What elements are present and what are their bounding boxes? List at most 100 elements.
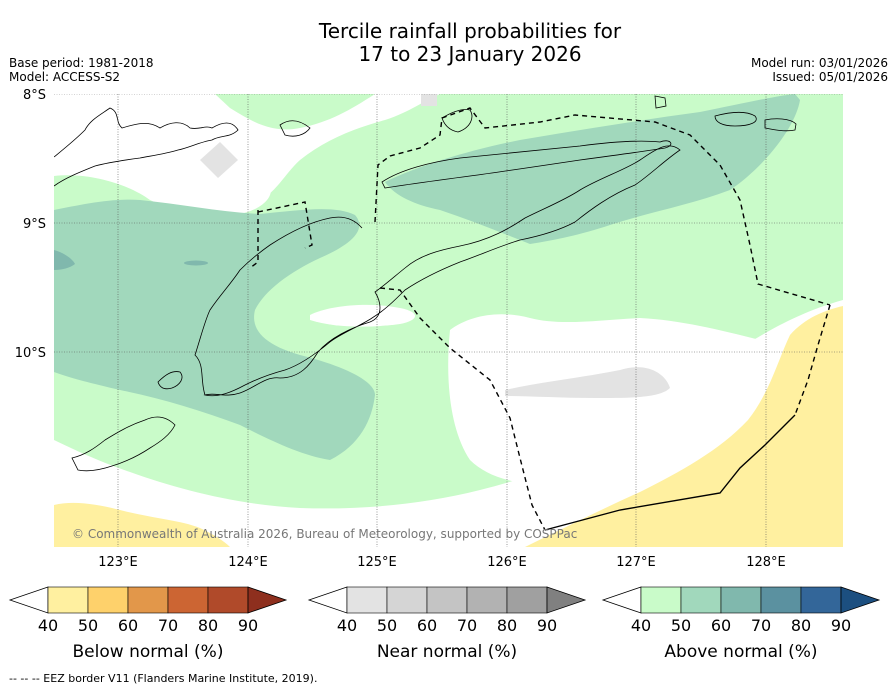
rote-island-coast <box>157 371 183 390</box>
colorbar-1-label: Near normal (%) <box>377 642 517 662</box>
colorbar-2-tick-5: 90 <box>831 616 851 635</box>
above-normal-40-region-north <box>215 94 375 130</box>
colorbar-1-segment-4 <box>506 586 548 614</box>
above-normal-60-patch-small <box>184 260 208 266</box>
base-period: Base period: 1981-2018 <box>9 56 154 70</box>
timor-west-coast <box>194 216 363 396</box>
colorbar-2-tick-0: 40 <box>631 616 651 635</box>
colorbar-2-tick-1: 50 <box>671 616 691 635</box>
colorbar-0-tick-0: 40 <box>38 616 58 635</box>
wetar-island-coast <box>381 140 672 189</box>
eez-timor-leste-outline <box>249 210 259 269</box>
near-normal-40-patch-north <box>200 142 238 178</box>
near-normal-40-patch-top <box>421 94 437 106</box>
title-line-1: Tercile rainfall probabilities for <box>318 19 622 43</box>
lat-label-8s: 8°S <box>23 88 46 103</box>
islands-northeast-3 <box>764 118 797 132</box>
sumba-savu-coast <box>71 416 176 472</box>
below-normal-40-region-southwest <box>54 502 230 547</box>
lat-label-9s: 9°S <box>23 217 46 232</box>
colorbar-0-tick-2: 60 <box>118 616 138 635</box>
eez-solid-segment <box>544 414 796 531</box>
islands-northeast-2 <box>714 111 757 127</box>
colorbar-0: 40 50 60 70 80 90 Below normal (%) <box>8 586 288 662</box>
eez-main <box>374 107 831 306</box>
near-normal-40-region <box>505 367 670 398</box>
copyright-notice: © Commonwealth of Australia 2026, Bureau… <box>72 527 577 541</box>
colorbar-1-tick-2: 60 <box>417 616 437 635</box>
colorbar-1-segment-0 <box>346 586 388 614</box>
white-gap-center <box>310 304 415 327</box>
model-info: Base period: 1981-2018 Model: ACCESS-S2 <box>9 56 154 84</box>
footnote: -- -- -- EEZ border V11 (Flanders Marine… <box>9 672 318 685</box>
above-normal-60-patch-west <box>54 250 75 270</box>
alor-island-coast <box>441 109 473 133</box>
colorbar-1-tick-5: 90 <box>537 616 557 635</box>
colorbar-2: 40 50 60 70 80 90 Above normal (%) <box>601 586 881 662</box>
colorbar-2-label: Above normal (%) <box>664 642 817 662</box>
colorbar-1-segment-1 <box>386 586 428 614</box>
colorbar-2-high-extend <box>840 586 881 614</box>
model-name: Model: ACCESS-S2 <box>9 70 121 84</box>
colorbar-0-segment-3 <box>167 586 209 614</box>
lon-label-128e: 128°E <box>746 555 786 570</box>
timor-island-coast <box>203 145 681 397</box>
lat-label-10s: 10°S <box>15 346 46 361</box>
above-normal-50-region-east <box>385 94 800 244</box>
model-run: Model run: 03/01/2026 <box>750 56 888 70</box>
colorbar-0-high-extend <box>247 586 288 614</box>
issued-date: Issued: 05/01/2026 <box>772 70 888 84</box>
colorbar-0-low-extend <box>8 586 49 614</box>
colorbar-2-tick-3: 70 <box>751 616 771 635</box>
colorbar-0-segment-4 <box>207 586 249 614</box>
colorbar-2-low-extend <box>601 586 642 614</box>
colorbar-1-high-extend <box>546 586 587 614</box>
islands-northeast-1 <box>654 95 667 109</box>
colorbar-1-tick-3: 70 <box>457 616 477 635</box>
eez-border <box>249 107 831 531</box>
map-panel: © Commonwealth of Australia 2026, Bureau… <box>54 94 843 547</box>
islands-north-center <box>279 120 311 137</box>
colorbar-1-tick-4: 80 <box>497 616 517 635</box>
title-line-2: 17 to 23 January 2026 <box>358 42 582 66</box>
colorbar-0-label: Below normal (%) <box>73 642 224 662</box>
colorbar-0-segment-1 <box>87 586 129 614</box>
colorbar-2-segment-2 <box>720 586 762 614</box>
gridlines <box>54 94 843 547</box>
above-normal-50-region-west <box>54 199 375 461</box>
lon-label-123e: 123°E <box>98 555 138 570</box>
run-info: Model run: 03/01/2026 Issued: 05/01/2026 <box>751 56 888 84</box>
colorbar-1-segment-3 <box>466 586 508 614</box>
colorbar-0-segment-2 <box>127 586 169 614</box>
colorbar-2-tick-2: 60 <box>711 616 731 635</box>
colorbar-0-tick-3: 70 <box>158 616 178 635</box>
colorbar-1: 40 50 60 70 80 90 Near normal (%) <box>307 586 587 662</box>
colorbar-1-tick-1: 50 <box>377 616 397 635</box>
colorbar-0-tick-1: 50 <box>78 616 98 635</box>
eez-south <box>379 287 546 531</box>
colorbar-2-tick-4: 80 <box>791 616 811 635</box>
colorbar-1-tick-0: 40 <box>337 616 357 635</box>
eez-southeast <box>794 304 831 416</box>
colorbar-2-segment-1 <box>680 586 722 614</box>
colorbar-1-low-extend <box>307 586 348 614</box>
colorbar-2-segment-3 <box>760 586 802 614</box>
below-normal-40-region-southeast <box>525 306 843 547</box>
coastlines <box>54 95 797 472</box>
white-gap-west <box>448 314 760 484</box>
colorbar-1-segment-2 <box>426 586 468 614</box>
lon-label-124e: 124°E <box>228 555 268 570</box>
lon-label-125e: 125°E <box>357 555 397 570</box>
flores-east-coast <box>54 107 239 187</box>
colorbar-0-tick-5: 90 <box>238 616 258 635</box>
colorbar-2-segment-0 <box>640 586 682 614</box>
colorbar-0-tick-4: 80 <box>198 616 218 635</box>
colorbar-2-segment-4 <box>800 586 842 614</box>
page-title: Tercile rainfall probabilities for 17 to… <box>0 20 896 66</box>
colorbar-0-segment-0 <box>47 586 89 614</box>
colorbars: 40 50 60 70 80 90 Below normal (%) 40 50 60 70 80 90… <box>8 586 881 662</box>
white-gap-north <box>195 185 271 216</box>
lon-label-127e: 127°E <box>616 555 656 570</box>
lon-label-126e: 126°E <box>487 555 527 570</box>
